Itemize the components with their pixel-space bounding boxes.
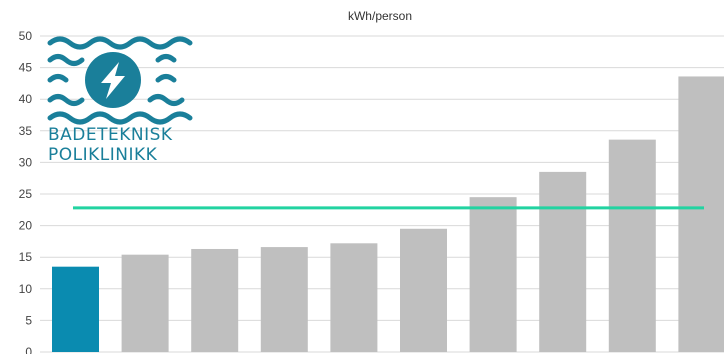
y-tick-label: 45: [19, 61, 33, 75]
wave-line: [155, 74, 177, 83]
logo: BADETEKNISK POLIKLINIKK: [47, 36, 193, 165]
bar: [330, 243, 378, 352]
bar-highlight: [52, 266, 99, 352]
y-tick-label: 35: [19, 124, 33, 138]
y-tick-label: 50: [19, 29, 33, 43]
bar: [678, 76, 724, 352]
logo-line1: BADETEKNISK: [48, 125, 173, 145]
bar: [400, 228, 447, 352]
wave-line: [147, 94, 185, 106]
bar: [608, 139, 656, 352]
wave-line: [47, 74, 69, 83]
y-tick-label: 20: [19, 219, 33, 233]
wave-line: [47, 111, 193, 125]
y-tick-label: 0: [25, 345, 32, 354]
wave-line: [47, 94, 85, 106]
wave-line: [47, 36, 193, 50]
bar: [539, 171, 587, 352]
wave-line: [47, 54, 85, 66]
bar: [121, 254, 169, 352]
bar: [469, 197, 517, 352]
wave-line: [155, 54, 177, 63]
y-tick-label: 40: [19, 92, 33, 106]
y-tick-label: 15: [19, 250, 33, 264]
logo-line2: POLIKLINIKK: [48, 145, 158, 165]
bars: [52, 76, 724, 352]
lightning-bolt-icon: [101, 62, 125, 99]
y-tick-label: 30: [19, 155, 33, 169]
bar: [191, 248, 239, 352]
y-axis-ticks: 0 5 10 15 20 25 30 35 40 45 50: [19, 29, 33, 354]
y-tick-label: 10: [19, 282, 33, 296]
y-tick-label: 25: [19, 187, 33, 201]
wave-icon: [47, 36, 193, 125]
y-tick-label: 5: [25, 313, 32, 327]
chart-title: kWh/person: [348, 9, 412, 23]
bar: [260, 247, 308, 352]
